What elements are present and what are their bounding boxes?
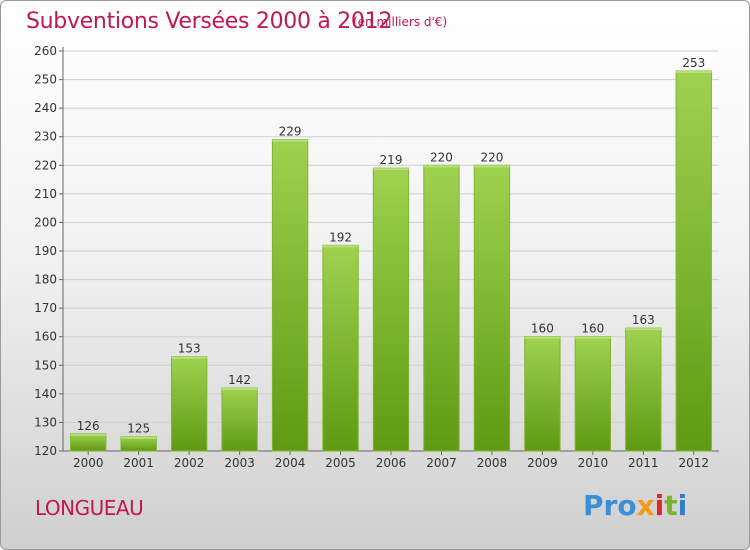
bar (423, 164, 460, 452)
data-label: 160 (531, 322, 554, 336)
bar-highlight (676, 71, 712, 73)
y-tick-label: 180 (34, 273, 57, 287)
x-tick-label: 2007 (426, 456, 457, 470)
data-label: 220 (430, 150, 453, 164)
data-label: 219 (380, 153, 403, 167)
x-tick-label: 2009 (527, 456, 558, 470)
bar-highlight (373, 168, 409, 171)
data-label: 142 (228, 373, 251, 387)
y-tick-label: 200 (34, 215, 57, 229)
data-label: 160 (581, 322, 604, 336)
logo-part: x (636, 489, 655, 522)
bar (372, 167, 410, 452)
bar-highlight (474, 165, 510, 168)
y-tick-label: 120 (34, 444, 57, 458)
x-tick-label: 2000 (73, 456, 104, 470)
data-label: 192 (329, 230, 352, 244)
bar (524, 336, 561, 452)
bar-highlight (423, 165, 460, 168)
chart-subtitle: (en milliers d'€) (353, 15, 448, 29)
y-tick-label: 130 (34, 415, 57, 429)
x-tick-label: 2006 (376, 456, 407, 470)
bars (70, 70, 712, 452)
bar-highlight (171, 356, 207, 359)
y-tick-label: 230 (34, 130, 57, 144)
x-tick-label: 2008 (477, 456, 508, 470)
y-tick-label: 140 (34, 387, 57, 401)
bar (473, 164, 511, 452)
bar (70, 433, 107, 452)
chart-title: Subventions Versées 2000 à 2012 (26, 9, 393, 34)
bar-highlight (272, 139, 308, 142)
bar-highlight (625, 328, 661, 331)
y-tick-label: 210 (34, 187, 57, 201)
data-label: 125 (127, 422, 150, 436)
bar-highlight (524, 336, 561, 339)
proxiti-logo: Proxiti (583, 489, 687, 522)
y-tick-label: 170 (34, 301, 57, 315)
bar-highlight (322, 245, 359, 248)
bar (574, 336, 612, 452)
data-label: 253 (682, 56, 705, 70)
data-label: 153 (178, 342, 201, 356)
y-tick-label: 250 (34, 73, 57, 87)
bar-highlight (221, 388, 258, 391)
y-tick-label: 220 (34, 158, 57, 172)
bar (271, 139, 309, 452)
x-tick-label: 2001 (123, 456, 154, 470)
x-tick-label: 2010 (578, 456, 609, 470)
y-tick-label: 150 (34, 358, 57, 372)
data-label: 163 (632, 313, 655, 327)
y-tick-label: 240 (34, 101, 57, 115)
bar (170, 356, 208, 452)
x-tick-label: 2012 (678, 456, 709, 470)
bar (120, 436, 157, 452)
bar-highlight (70, 433, 106, 436)
y-tick-label: 160 (34, 330, 57, 344)
bar (625, 327, 662, 452)
logo-part: Pro (583, 489, 637, 522)
labels: 120 130 140 150 160 170 180 190 200 210 220 230 240 2… (34, 44, 709, 470)
data-label: 229 (279, 125, 302, 139)
bar (221, 387, 258, 452)
logo-part: i (677, 489, 688, 522)
bar-highlight (121, 436, 157, 439)
x-tick-label: 2002 (174, 456, 205, 470)
data-label: 220 (480, 150, 503, 164)
y-tick-label: 260 (34, 44, 57, 58)
y-tick-label: 190 (34, 244, 57, 258)
x-tick-label: 2011 (628, 456, 659, 470)
bar-highlight (575, 336, 611, 339)
location-label: LONGUEAU (35, 496, 144, 520)
x-tick-label: 2003 (224, 456, 255, 470)
x-tick-label: 2005 (325, 456, 356, 470)
logo-part: t (664, 489, 678, 522)
bar (322, 244, 359, 452)
x-tick-label: 2004 (275, 456, 306, 470)
data-label: 126 (77, 419, 100, 433)
bar (675, 70, 712, 452)
logo-part: i (654, 489, 665, 522)
